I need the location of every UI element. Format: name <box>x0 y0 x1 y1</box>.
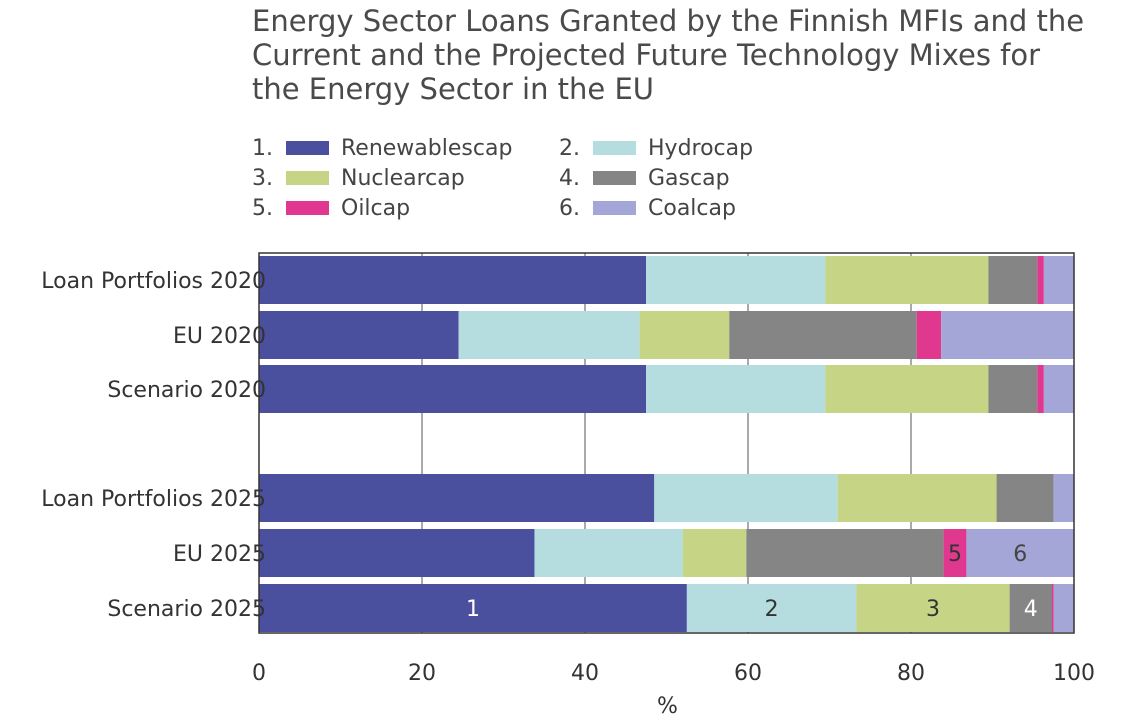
segment-label-6: 6 <box>1013 542 1027 567</box>
bar-hydrocap-1 <box>458 311 640 359</box>
bar-renewablescap-0 <box>259 256 647 304</box>
legend-swatch-nuclear <box>286 171 329 185</box>
bar-coalcap-0 <box>1043 256 1074 304</box>
legend-item-6: 6. Coalcap <box>559 193 736 223</box>
segment-label-1: 1 <box>466 597 480 622</box>
plot-frame <box>258 252 1075 634</box>
bar-oilcap-2 <box>1037 365 1044 413</box>
bar-renewablescap-3 <box>259 474 655 522</box>
bar-coalcap-4 <box>966 529 1074 577</box>
bar-renewablescap-5 <box>259 584 687 632</box>
bar-coalcap-2 <box>1043 365 1074 413</box>
legend-swatch-hydro <box>593 141 636 155</box>
legend-number: 4. <box>559 165 580 191</box>
legend-label: Coalcap <box>648 195 736 221</box>
x-tick-label-60: 60 <box>734 661 762 686</box>
bar-renewablescap-4 <box>259 529 535 577</box>
legend-item-3: 3. Nuclearcap <box>252 163 465 193</box>
legend-label: Nuclearcap <box>341 165 465 191</box>
legend-label: Gascap <box>648 165 730 191</box>
segment-label-5: 5 <box>948 542 962 567</box>
legend-label: Hydrocap <box>648 135 754 161</box>
bar-hydrocap-5 <box>686 584 857 632</box>
bar-coalcap-5 <box>1053 584 1074 632</box>
bar-nuclearcap-1 <box>639 311 730 359</box>
bar-hydrocap-3 <box>654 474 838 522</box>
category-label-2: Scenario 2020 <box>107 378 266 403</box>
bar-nuclearcap-0 <box>825 256 989 304</box>
bar-coalcap-1 <box>941 311 1074 359</box>
legend-number: 6. <box>559 195 580 221</box>
legend-item-5: 5. Oilcap <box>252 193 410 223</box>
chart-title-line-3: the Energy Sector in the EU <box>252 72 655 106</box>
legend-item-4: 4. Gascap <box>559 163 730 193</box>
legend-number: 5. <box>252 195 273 221</box>
legend-swatch-gas <box>593 171 636 185</box>
segment-label-4: 4 <box>1024 597 1038 622</box>
bar-oilcap-5 <box>1051 584 1054 632</box>
bar-gascap-1 <box>729 311 917 359</box>
bar-gascap-5 <box>1009 584 1052 632</box>
bar-oilcap-1 <box>916 311 942 359</box>
bar-oilcap-4 <box>943 529 967 577</box>
legend-swatch-renewables <box>286 141 329 155</box>
chart-title-line-2: Current and the Projected Future Technol… <box>252 38 1041 72</box>
legend-number: 3. <box>252 165 273 191</box>
category-label-0: Loan Portfolios 2020 <box>41 269 266 294</box>
bar-nuclearcap-5 <box>856 584 1010 632</box>
category-label-4: EU 2025 <box>173 542 266 567</box>
segment-label-3: 3 <box>926 597 940 622</box>
bar-gascap-0 <box>988 256 1038 304</box>
bar-nuclearcap-2 <box>825 365 989 413</box>
bar-hydrocap-4 <box>534 529 683 577</box>
bar-hydrocap-2 <box>646 365 826 413</box>
category-label-5: Scenario 2025 <box>107 597 266 622</box>
segment-label-2: 2 <box>765 597 779 622</box>
bar-hydrocap-0 <box>646 256 826 304</box>
x-tick-label-100: 100 <box>1053 661 1095 686</box>
x-tick-label-40: 40 <box>571 661 599 686</box>
category-label-1: EU 2020 <box>173 324 266 349</box>
bar-oilcap-0 <box>1037 256 1044 304</box>
category-label-3: Loan Portfolios 2025 <box>41 487 266 512</box>
bar-nuclearcap-3 <box>837 474 997 522</box>
bar-renewablescap-1 <box>259 311 459 359</box>
x-axis-label: % <box>657 694 678 718</box>
x-tick-label-0: 0 <box>252 661 266 686</box>
legend-label: Renewablescap <box>341 135 513 161</box>
bar-nuclearcap-4 <box>682 529 747 577</box>
legend-swatch-oil <box>286 201 329 215</box>
bar-gascap-2 <box>988 365 1038 413</box>
bar-gascap-3 <box>996 474 1054 522</box>
legend-number: 1. <box>252 135 273 161</box>
bar-renewablescap-2 <box>259 365 647 413</box>
x-tick-label-20: 20 <box>408 661 436 686</box>
legend-label: Oilcap <box>341 195 411 221</box>
legend-swatch-coal <box>593 201 636 215</box>
legend-item-1: 1. Renewablescap <box>252 133 512 163</box>
chart-title: Energy Sector Loans Granted by the Finni… <box>252 4 1138 106</box>
bar-gascap-4 <box>746 529 944 577</box>
chart-title-line-1: Energy Sector Loans Granted by the Finni… <box>252 4 1085 38</box>
x-tick-label-80: 80 <box>897 661 925 686</box>
bar-coalcap-3 <box>1053 474 1074 522</box>
legend-number: 2. <box>559 135 580 161</box>
legend-item-2: 2. Hydrocap <box>559 133 753 163</box>
